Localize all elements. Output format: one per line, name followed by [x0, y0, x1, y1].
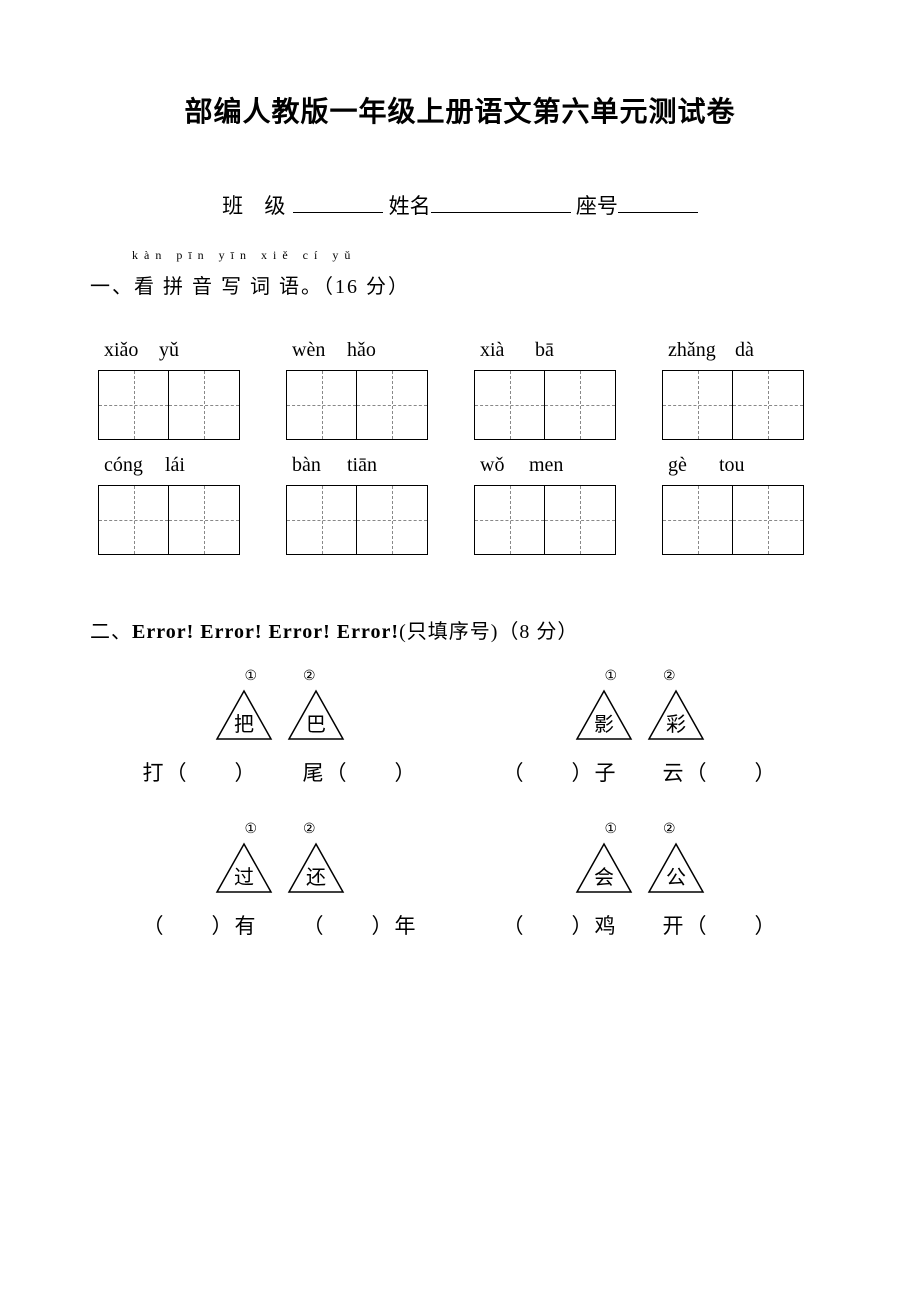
tianzi-grid[interactable] [474, 370, 616, 440]
num-label: ① [604, 821, 617, 838]
tianzi-grid[interactable] [662, 485, 804, 555]
section1-heading-wrap: kàn pīn yīn xiě cí yǔ 一、看 拼 音 写 词 语。（16 … [90, 270, 830, 299]
triangle-char: 公 [646, 842, 706, 894]
triangle-char: 影 [574, 689, 634, 741]
pinyin-group: xià bā [474, 339, 634, 440]
triangle-char: 把 [214, 689, 274, 741]
triangle-char: 巴 [286, 689, 346, 741]
pinyin-label: xià bā [474, 339, 634, 362]
pinyin-grid: xiǎo yǔ wèn hǎo xià bā zhǎng dà cóng lái bàn … [90, 339, 830, 555]
fill-blank-word[interactable]: （ ）年 [303, 910, 418, 940]
num-label: ① [604, 668, 617, 685]
page-title: 部编人教版一年级上册语文第六单元测试卷 [90, 90, 830, 130]
section1-heading: 一、看 拼 音 写 词 语。（16 分） [90, 270, 830, 299]
fill-blank-word[interactable]: 尾（ ） [303, 757, 418, 787]
triangle-char: 会 [574, 842, 634, 894]
triangle-pair: ① ② 把巴打（ ） 尾（ ） [120, 668, 440, 787]
pinyin-group: zhǎng dà [662, 339, 822, 440]
tianzi-grid[interactable] [286, 485, 428, 555]
class-blank[interactable] [293, 190, 383, 213]
tianzi-grid[interactable] [98, 370, 240, 440]
fill-blank-word[interactable]: 云（ ） [663, 757, 778, 787]
num-label: ② [303, 821, 316, 838]
tianzi-grid[interactable] [98, 485, 240, 555]
pinyin-label: zhǎng dà [662, 339, 822, 362]
section2-post: (只填序号)（8 分） [399, 621, 578, 643]
seat-blank[interactable] [618, 190, 698, 213]
num-label: ② [303, 668, 316, 685]
section2-pre: 二、 [90, 621, 132, 643]
triangle-pair: ① ② 影彩 （ ）子 云（ ） [480, 668, 800, 787]
section2-heading: 二、Error! Error! Error! Error!(只填序号)（8 分） [90, 615, 830, 644]
pinyin-group: wèn hǎo [286, 339, 446, 440]
tianzi-grid[interactable] [286, 370, 428, 440]
pinyin-label: cóng lái [98, 454, 258, 477]
pinyin-label: bàn tiān [286, 454, 446, 477]
pinyin-group: gè tou [662, 454, 822, 555]
fill-blank-word[interactable]: 开（ ） [663, 910, 778, 940]
pinyin-label: xiǎo yǔ [98, 339, 258, 362]
fill-blank-word[interactable]: （ ）有 [143, 910, 258, 940]
num-label: ① [244, 668, 257, 685]
name-blank[interactable] [431, 190, 571, 213]
pinyin-group: xiǎo yǔ [98, 339, 258, 440]
fill-blank-word[interactable]: （ ）鸡 [503, 910, 618, 940]
pinyin-group: bàn tiān [286, 454, 446, 555]
pinyin-label: wèn hǎo [286, 339, 446, 362]
pinyin-group: wǒ men [474, 454, 634, 555]
seat-label: 座号 [576, 194, 618, 218]
triangle-pair: ① ② 会公 （ ）鸡 开（ ） [480, 821, 800, 940]
triangle-char: 还 [286, 842, 346, 894]
pinyin-group: cóng lái [98, 454, 258, 555]
num-label: ① [244, 821, 257, 838]
triangle-char: 彩 [646, 689, 706, 741]
pinyin-label: gè tou [662, 454, 822, 477]
student-info-line: 班 级 姓名 座号 [90, 190, 830, 220]
triangle-pair: ① ② 过还 （ ）有 （ ）年 [120, 821, 440, 940]
tianzi-grid[interactable] [474, 485, 616, 555]
section2-error-text: Error! Error! Error! Error! [132, 621, 399, 643]
num-label: ② [663, 668, 676, 685]
name-label: 姓名 [389, 194, 431, 218]
fill-blank-word[interactable]: 打（ ） [143, 757, 258, 787]
tianzi-grid[interactable] [662, 370, 804, 440]
section1-ruby: kàn pīn yīn xiě cí yǔ [132, 248, 356, 263]
triangle-char: 过 [214, 842, 274, 894]
triangle-groups: ① ② 把巴打（ ） 尾（ ） ① ② 影彩 （ ）子 云（ ） ① ② 过还 （ ）有 （ ）年 ① ② 会公… [90, 668, 830, 940]
num-label: ② [663, 821, 676, 838]
pinyin-label: wǒ men [474, 454, 634, 477]
class-label: 班 级 [222, 194, 293, 218]
fill-blank-word[interactable]: （ ）子 [503, 757, 618, 787]
